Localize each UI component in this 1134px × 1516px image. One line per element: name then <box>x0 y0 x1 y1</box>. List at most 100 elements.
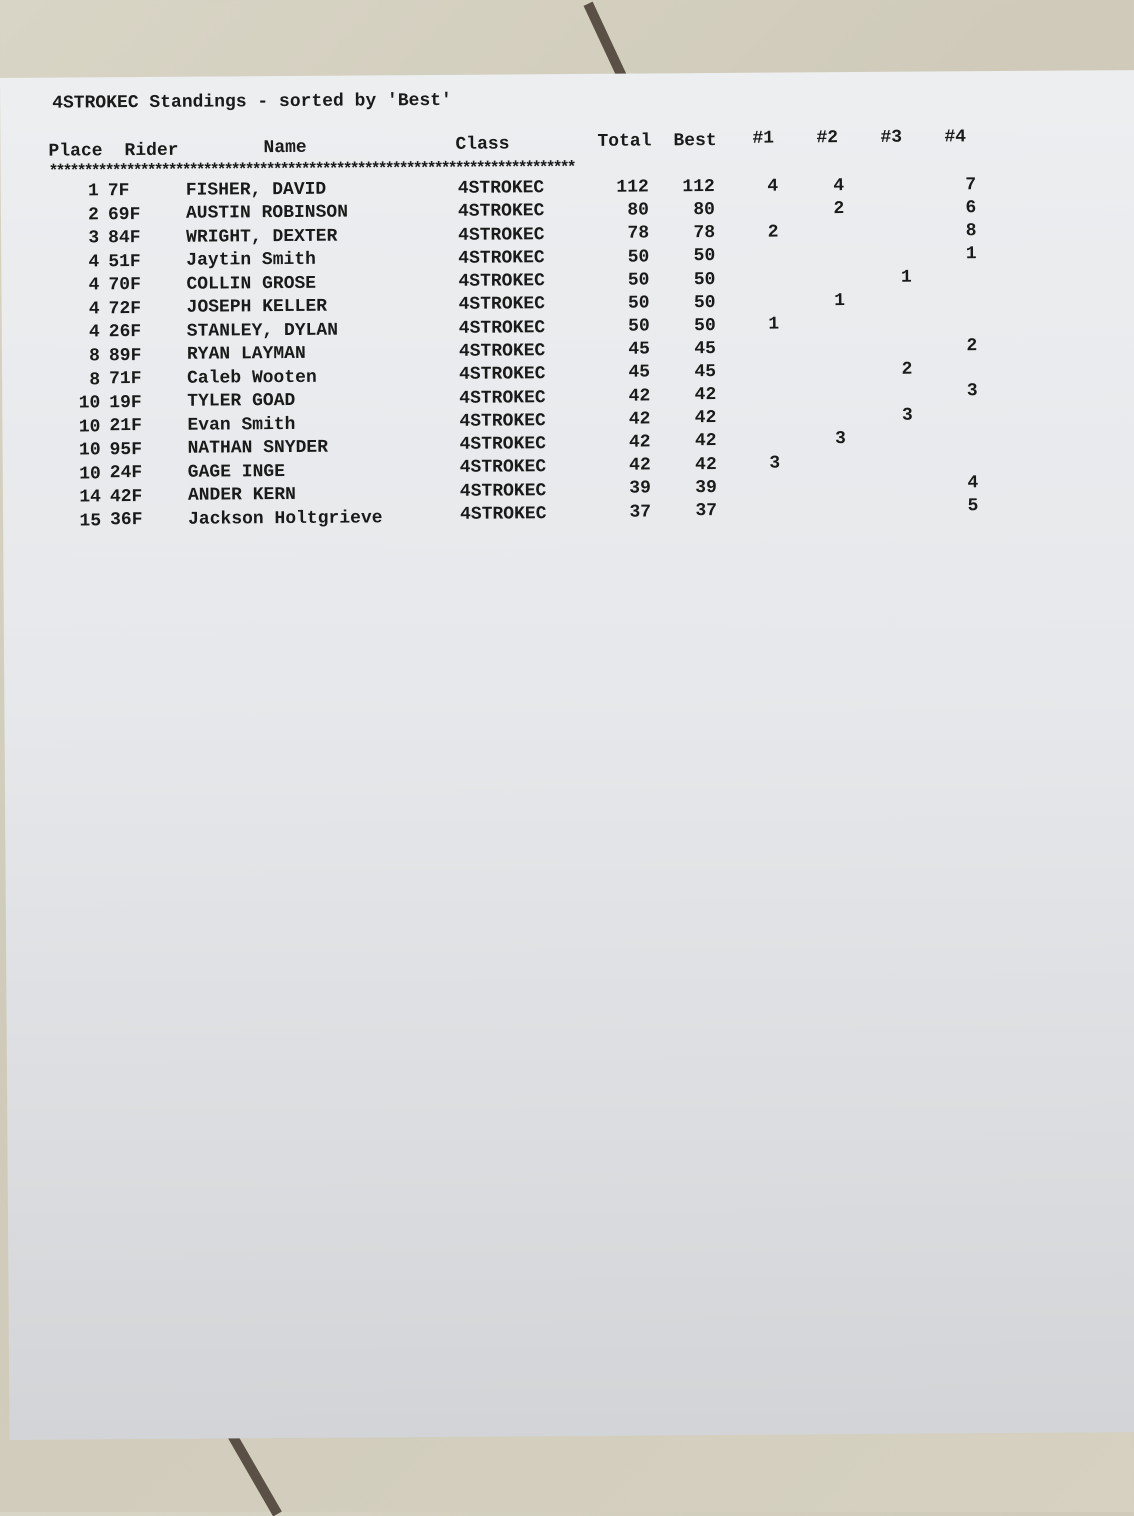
cell-r3: 2 <box>892 359 922 379</box>
cell-r4: 6 <box>956 198 986 218</box>
cell-place: 3 <box>49 228 99 248</box>
cell-class: 4STROKEC <box>459 295 546 316</box>
header-round-4: #4 <box>944 127 966 147</box>
cell-r4: 8 <box>956 221 986 241</box>
header-round-1: #1 <box>752 129 774 149</box>
cell-best: 42 <box>668 431 716 451</box>
header-class: Class <box>455 134 509 154</box>
cell-rider: 70F <box>108 275 141 295</box>
cell-rider: 24F <box>110 463 143 483</box>
cell-total: 45 <box>602 363 650 383</box>
cell-total: 112 <box>601 177 649 197</box>
cell-class: 4STROKEC <box>459 411 546 432</box>
cell-rider: 89F <box>109 346 142 366</box>
cell-best: 42 <box>668 385 716 405</box>
cell-place: 10 <box>51 464 101 484</box>
cell-r1: 3 <box>760 453 790 473</box>
cell-total: 39 <box>603 479 651 499</box>
cell-name: NATHAN SNYDER <box>188 438 329 459</box>
header-name: Name <box>263 138 306 158</box>
cell-best: 50 <box>667 270 715 290</box>
cell-total: 37 <box>603 502 651 522</box>
cell-class: 4STROKEC <box>458 271 545 292</box>
cell-r4: 4 <box>958 473 988 493</box>
cell-r1: 1 <box>759 315 789 335</box>
cell-total: 78 <box>601 224 649 244</box>
cell-best: 50 <box>668 293 716 313</box>
cell-name: GAGE INGE <box>188 462 285 483</box>
cell-rider: 19F <box>109 393 142 413</box>
cell-class: 4STROKEC <box>458 178 545 199</box>
cell-name: JOSEPH KELLER <box>187 297 328 318</box>
cell-name: TYLER GOAD <box>187 391 295 412</box>
cell-rider: 21F <box>109 416 142 436</box>
cell-class: 4STROKEC <box>460 434 547 455</box>
cell-rider: 84F <box>108 228 141 248</box>
cell-best: 42 <box>669 455 717 475</box>
cell-place: 4 <box>50 299 100 319</box>
cell-best: 37 <box>669 501 717 521</box>
cell-rider: 95F <box>110 440 143 460</box>
cell-best: 50 <box>668 316 716 336</box>
cell-class: 4STROKEC <box>459 341 546 362</box>
cell-place: 8 <box>50 370 100 390</box>
cell-rider: 42F <box>110 487 143 507</box>
header-round-3: #3 <box>880 128 902 148</box>
cell-r4: 3 <box>957 381 987 401</box>
header-round-2: #2 <box>816 128 838 148</box>
cell-best: 112 <box>667 177 715 197</box>
cell-r4: 5 <box>958 496 988 516</box>
header-best: Best <box>673 131 716 151</box>
cell-best: 39 <box>669 478 717 498</box>
cell-total: 80 <box>601 201 649 221</box>
sheet-title: 4STROKEC Standings - sorted by 'Best' <box>52 91 452 114</box>
cell-name: ANDER KERN <box>188 485 296 506</box>
header-rider: Rider <box>124 141 178 161</box>
cell-r2: 3 <box>825 429 855 449</box>
cell-r3: 1 <box>891 267 921 287</box>
standings-sheet: 4STROKEC Standings - sorted by 'Best' Pl… <box>0 70 1134 1440</box>
cell-total: 50 <box>601 270 649 290</box>
cell-name: Caleb Wooten <box>187 368 317 389</box>
cell-best: 42 <box>668 408 716 428</box>
cell-class: 4STROKEC <box>458 201 545 222</box>
cell-total: 42 <box>602 432 650 452</box>
cell-rider: 69F <box>108 205 141 225</box>
cell-r2: 4 <box>824 176 854 196</box>
header-total: Total <box>597 131 651 151</box>
cell-best: 50 <box>667 246 715 266</box>
cell-class: 4STROKEC <box>460 458 547 479</box>
cell-class: 4STROKEC <box>460 504 547 525</box>
cell-r4: 1 <box>956 244 986 264</box>
cell-place: 10 <box>50 417 100 437</box>
cell-class: 4STROKEC <box>460 481 547 502</box>
cell-name: WRIGHT, DEXTER <box>186 227 337 248</box>
cell-rider: 26F <box>109 322 142 342</box>
cell-place: 1 <box>49 181 99 201</box>
cell-best: 78 <box>667 223 715 243</box>
cell-name: FISHER, DAVID <box>186 180 327 201</box>
cell-r4: 2 <box>957 336 987 356</box>
cell-total: 50 <box>601 247 649 267</box>
cell-place: 10 <box>50 393 100 413</box>
cell-r3: 3 <box>892 405 922 425</box>
cell-r1: 4 <box>758 177 788 197</box>
cell-name: COLLIN GROSE <box>186 274 316 295</box>
cell-class: 4STROKEC <box>459 388 546 409</box>
cell-name: Evan Smith <box>187 415 295 436</box>
cell-class: 4STROKEC <box>459 318 546 339</box>
cell-best: 80 <box>667 200 715 220</box>
tile-grout <box>228 1434 282 1516</box>
cell-place: 2 <box>49 205 99 225</box>
cell-place: 8 <box>50 346 100 366</box>
cell-r1: 2 <box>758 223 788 243</box>
cell-name: AUSTIN ROBINSON <box>186 203 348 224</box>
cell-place: 4 <box>49 276 99 296</box>
cell-total: 45 <box>602 340 650 360</box>
cell-rider: 7F <box>108 181 130 201</box>
cell-name: STANLEY, DYLAN <box>187 320 338 341</box>
cell-rider: 36F <box>110 510 143 530</box>
tile-grout <box>584 2 627 79</box>
cell-place: 10 <box>51 441 101 461</box>
